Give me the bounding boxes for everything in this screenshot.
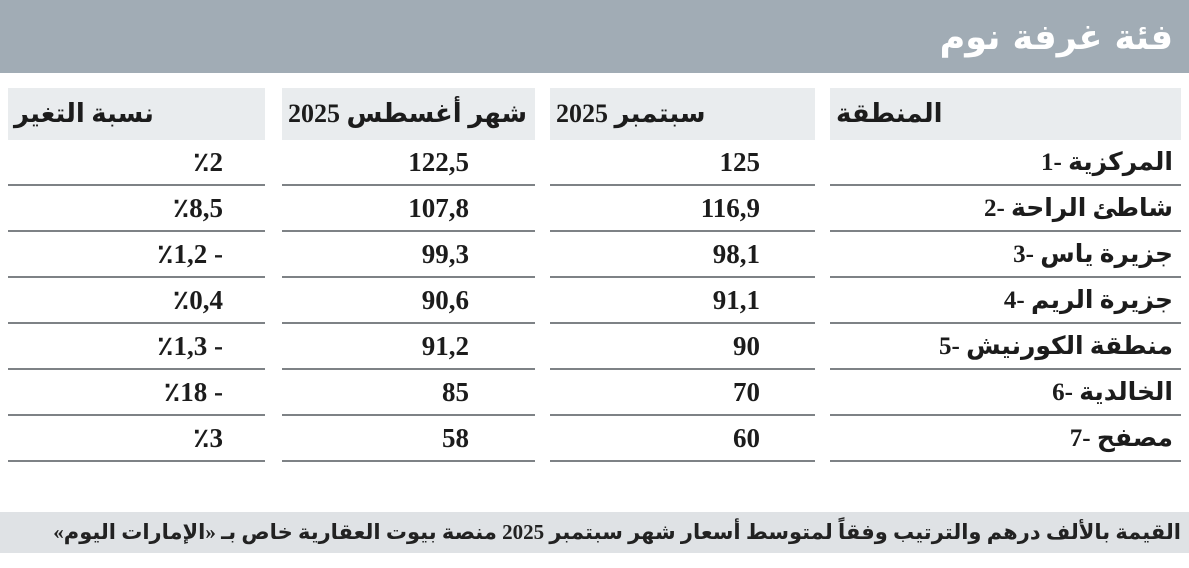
region-cell: 3- جزيرة ياس: [830, 232, 1181, 278]
region-cell: 4- جزيرة الريم: [830, 278, 1181, 324]
region-cell-text: 2- شاطئ الراحة: [983, 195, 1173, 222]
change-cell: ٪8,5: [8, 186, 265, 232]
region-cell: 7- مصفح: [830, 416, 1181, 462]
september-value-cell-text: 90: [733, 330, 760, 361]
change-cell-text: ٪1,2 -: [157, 238, 223, 269]
september-value-cell-text: 125: [719, 146, 761, 177]
column-header-september: سبتمبر 2025: [550, 88, 815, 140]
september-value-cell-text: 91,1: [712, 284, 760, 315]
region-cell: 5- منطقة الكورنيش: [830, 324, 1181, 370]
change-cell-text: ٪8,5: [172, 192, 223, 223]
change-cell-text: ٪0,4: [172, 284, 223, 315]
september-value-cell-text: 98,1: [712, 238, 760, 269]
change-cell-text: ٪3: [193, 422, 223, 453]
change-cell: ٪18 -: [8, 370, 265, 416]
title-bar: فئة غرفة نوم: [0, 0, 1189, 73]
september-value-cell: 90: [550, 324, 815, 370]
region-cell: 2- شاطئ الراحة: [830, 186, 1181, 232]
change-cell-text: ٪1,3 -: [157, 330, 223, 361]
footnote-text: القيمة بالألف درهم والترتيب وفقاً لمتوسط…: [53, 520, 1181, 544]
september-value-cell-text: 116,9: [700, 192, 760, 223]
august-value-cell: 122,5: [282, 140, 535, 186]
september-value-cell: 70: [550, 370, 815, 416]
august-value-cell-text: 58: [442, 422, 469, 453]
page-title: فئة غرفة نوم: [939, 17, 1173, 58]
september-value-cell: 125: [550, 140, 815, 186]
august-value-cell-text: 122,5: [408, 146, 469, 177]
august-value-cell-text: 91,2: [421, 330, 469, 361]
column-header-region: المنطقة: [830, 88, 1181, 140]
region-cell-text: 1- المركزية: [1041, 149, 1173, 176]
change-cell-text: ٪2: [193, 146, 223, 177]
september-value-cell-text: 70: [733, 376, 760, 407]
region-cell-text: 7- مصفح: [1069, 425, 1173, 452]
september-value-cell: 60: [550, 416, 815, 462]
september-value-cell-text: 60: [733, 422, 760, 453]
august-value-cell: 58: [282, 416, 535, 462]
august-value-cell-text: 85: [442, 376, 469, 407]
august-value-cell: 85: [282, 370, 535, 416]
august-value-cell-text: 90,6: [421, 284, 469, 315]
region-cell-text: 4- جزيرة الريم: [1003, 287, 1173, 314]
september-value-cell: 91,1: [550, 278, 815, 324]
september-value-cell: 116,9: [550, 186, 815, 232]
region-cell-text: 6- الخالدية: [1052, 379, 1173, 406]
change-cell: ٪0,4: [8, 278, 265, 324]
column-header-change: نسبة التغير: [8, 88, 265, 140]
change-cell: ٪3: [8, 416, 265, 462]
september-value-cell: 98,1: [550, 232, 815, 278]
change-cell: ٪2: [8, 140, 265, 186]
region-cell: 1- المركزية: [830, 140, 1181, 186]
august-value-cell-text: 99,3: [421, 238, 469, 269]
region-cell: 6- الخالدية: [830, 370, 1181, 416]
change-cell: ٪1,2 -: [8, 232, 265, 278]
price-table: نسبة التغير شهر أغسطس 2025 سبتمبر 2025 ا…: [8, 88, 1181, 462]
august-value-cell: 91,2: [282, 324, 535, 370]
august-value-cell: 99,3: [282, 232, 535, 278]
region-cell-text: 3- جزيرة ياس: [1013, 241, 1173, 268]
region-cell-text: 5- منطقة الكورنيش: [938, 333, 1173, 360]
footnote-bar: القيمة بالألف درهم والترتيب وفقاً لمتوسط…: [0, 512, 1189, 553]
change-cell-text: ٪18 -: [163, 376, 223, 407]
august-value-cell-text: 107,8: [408, 192, 469, 223]
change-cell: ٪1,3 -: [8, 324, 265, 370]
column-header-august: شهر أغسطس 2025: [282, 88, 535, 140]
august-value-cell: 107,8: [282, 186, 535, 232]
august-value-cell: 90,6: [282, 278, 535, 324]
